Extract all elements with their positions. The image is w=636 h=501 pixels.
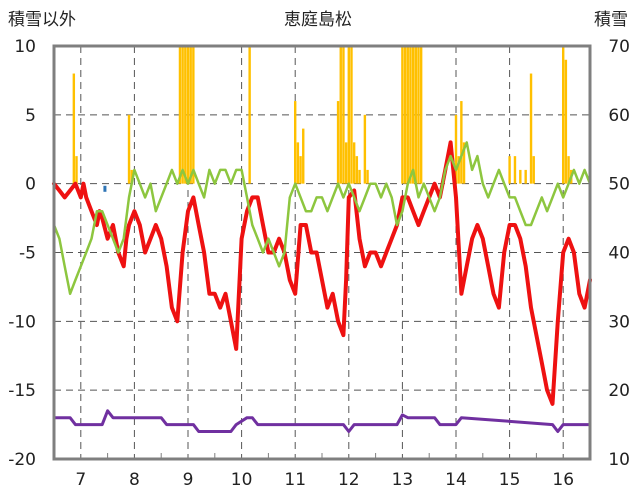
- series-line-1: [52, 140, 592, 406]
- snow-bar: [508, 156, 511, 184]
- y-tick-label: -20: [8, 450, 36, 470]
- snow-bar: [181, 46, 184, 184]
- snow-bar: [178, 46, 182, 184]
- series-line-3: [52, 409, 592, 433]
- snow-bar: [350, 46, 353, 184]
- x-tick-label: 9: [183, 470, 194, 490]
- snow-bar: [406, 46, 409, 184]
- x-tick-label: 7: [75, 470, 86, 490]
- snow-bar: [342, 46, 345, 184]
- snow-bar: [296, 142, 300, 184]
- snow-bar: [186, 46, 190, 184]
- snow-bar: [130, 169, 133, 184]
- x-tick-label: 10: [231, 470, 253, 490]
- y-tick-label: -15: [8, 381, 36, 401]
- snow-bar: [529, 73, 533, 184]
- snow-bar: [248, 46, 251, 184]
- x-tick-label: 13: [392, 470, 414, 490]
- x-tick-label: 8: [129, 470, 140, 490]
- chart-title: 恵庭島松: [284, 10, 352, 30]
- snow-bar: [127, 114, 131, 184]
- snow-bar: [460, 101, 463, 184]
- snow-bar: [414, 46, 418, 184]
- snow-bar: [347, 46, 351, 184]
- snow-bar: [519, 169, 522, 184]
- snow-bar: [75, 156, 78, 184]
- snow-bar: [344, 142, 348, 184]
- snow-bar: [403, 46, 407, 184]
- y2-tick-label: 30: [608, 312, 630, 332]
- x-tick-label: 11: [284, 470, 306, 490]
- plot-frame: [52, 44, 592, 461]
- left-axis-label: 積雪以外: [8, 10, 76, 30]
- y2-tick-label: 60: [608, 106, 630, 126]
- y2-tick-label: 10: [608, 450, 630, 470]
- snow-bar: [302, 128, 305, 184]
- snow-bar: [366, 169, 369, 184]
- right-axis-label: 積雪: [594, 10, 628, 30]
- snow-bar: [72, 73, 76, 184]
- y-tick-label: -5: [19, 244, 36, 264]
- y-tick-label: 5: [25, 106, 36, 126]
- y2-tick-label: 70: [608, 37, 630, 57]
- x-tick-label: 12: [338, 470, 360, 490]
- series: [52, 140, 592, 433]
- snow-bar: [401, 46, 404, 184]
- snow-bar: [524, 169, 527, 184]
- snow-bar: [355, 156, 359, 184]
- snow-bar: [293, 101, 297, 184]
- snow-bar: [299, 156, 302, 184]
- snow-bar: [564, 59, 568, 184]
- x-tick-label: 15: [499, 470, 521, 490]
- snow-bar: [184, 46, 187, 184]
- snow-bar: [409, 46, 412, 184]
- snow-bar: [567, 156, 570, 184]
- y2-tick-label: 50: [608, 175, 630, 195]
- snow-bar: [411, 46, 415, 184]
- x-tick-label: 16: [552, 470, 574, 490]
- snow-bar: [358, 169, 361, 184]
- snow-bar: [339, 46, 342, 184]
- snow-bar: [462, 142, 466, 184]
- series-marker-point: [103, 185, 107, 192]
- x-tick-label: 14: [445, 470, 467, 490]
- snow-bar: [457, 156, 460, 184]
- y2-tick-label: 20: [608, 381, 630, 401]
- y-tick-label: -10: [8, 312, 36, 332]
- y-tick-label: 0: [25, 175, 36, 195]
- y-tick-label: 10: [14, 37, 36, 57]
- snow-bar: [561, 46, 565, 184]
- snow-bar: [532, 156, 535, 184]
- snow-bar: [352, 142, 356, 184]
- snow-bar: [513, 156, 517, 184]
- snow-bar: [363, 114, 367, 184]
- snow-bar: [336, 101, 340, 184]
- snow-bars: [72, 46, 573, 184]
- y2-tick-label: 40: [608, 244, 630, 264]
- snow-bar: [189, 46, 192, 184]
- snow-bar: [192, 46, 195, 184]
- series-line-2: [52, 141, 592, 296]
- snow-bar: [419, 46, 423, 184]
- snow-bar: [454, 114, 458, 184]
- snow-bar: [417, 46, 420, 184]
